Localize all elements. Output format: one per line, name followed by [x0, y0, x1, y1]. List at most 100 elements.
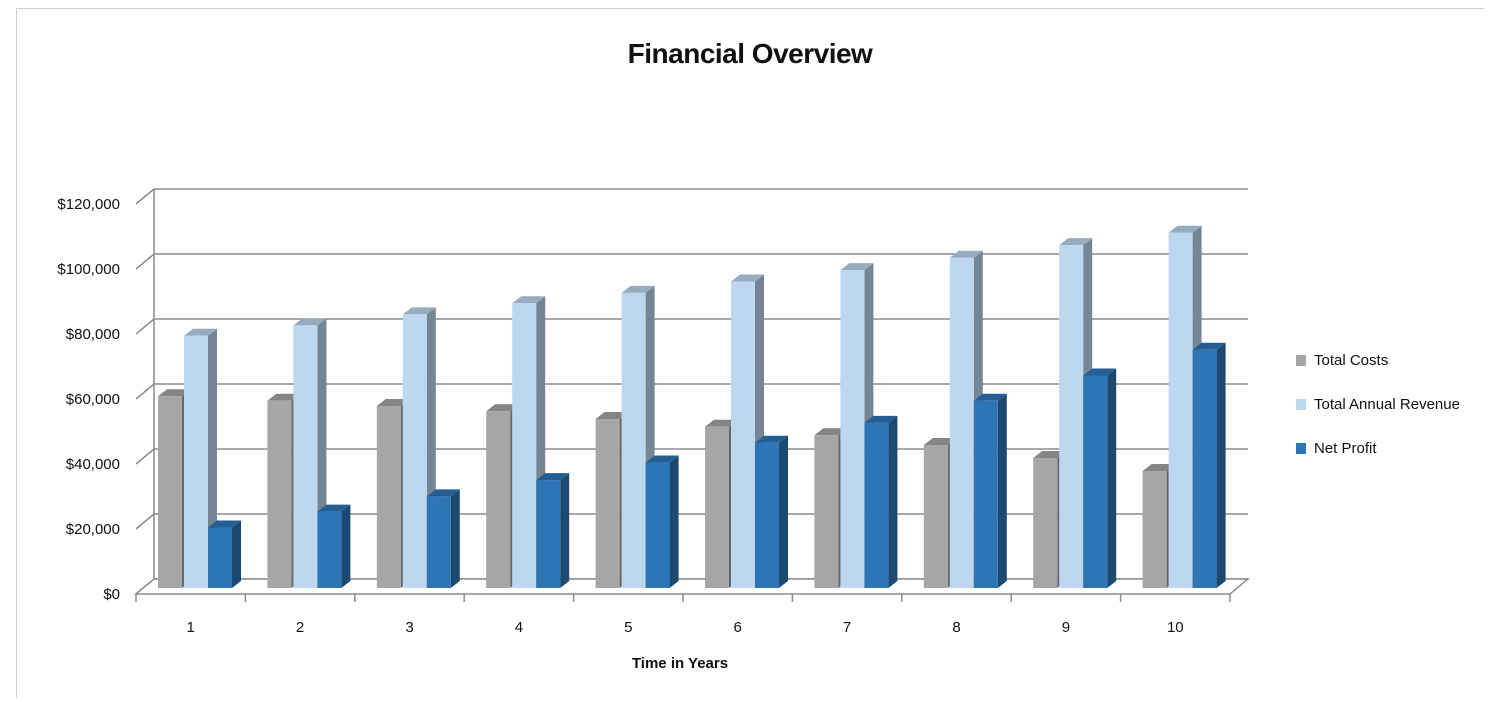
- gridline-depth: [135, 318, 155, 335]
- bar-top: [267, 393, 301, 401]
- bar-top: [645, 455, 679, 463]
- bars: [158, 225, 1226, 589]
- bar-top: [840, 263, 874, 271]
- bar-front: [1192, 349, 1217, 588]
- bar: [973, 393, 1007, 588]
- bar-front: [158, 396, 182, 588]
- bar: [293, 318, 327, 588]
- gridline-depth: [135, 448, 155, 465]
- bar-front: [1059, 245, 1084, 588]
- bar-top: [864, 415, 898, 423]
- y-tick-label: $120,000: [57, 196, 120, 213]
- bar-front: [536, 480, 561, 588]
- bar-top: [621, 285, 655, 293]
- bar-front: [1033, 458, 1058, 588]
- bar-top: [1192, 342, 1226, 350]
- legend-item: Net Profit: [1296, 426, 1460, 470]
- bar-front: [293, 325, 318, 588]
- y-tick-label: $80,000: [66, 326, 120, 343]
- bar: [208, 520, 241, 588]
- bar-front: [402, 314, 427, 588]
- bar-top: [1083, 368, 1117, 376]
- bar-front: [184, 335, 208, 588]
- x-tick-label: 9: [1062, 619, 1070, 636]
- bar: [536, 473, 570, 588]
- bar: [317, 504, 351, 588]
- gridline-depth: [135, 383, 155, 400]
- x-tick-label: 5: [624, 619, 632, 636]
- chart-frame: [16, 8, 1484, 698]
- legend: Total Costs Total Annual Revenue Net Profi…: [1296, 338, 1460, 470]
- bar: [755, 435, 788, 588]
- legend-item: Total Costs: [1296, 338, 1460, 382]
- bar-top: [512, 296, 546, 304]
- bar-front: [1168, 232, 1193, 588]
- bar-front: [426, 496, 451, 588]
- bar-top: [923, 438, 957, 445]
- bar-top: [973, 393, 1007, 401]
- bar-side: [779, 435, 788, 588]
- bar-front: [317, 511, 342, 588]
- x-tick-label: 2: [296, 619, 304, 636]
- gridline-depth: [135, 513, 155, 530]
- bar-side: [232, 520, 241, 588]
- y-tick-label: $0: [103, 586, 120, 603]
- bar-side: [1107, 368, 1117, 588]
- x-tick-label: 10: [1167, 619, 1184, 636]
- bar-top: [705, 419, 738, 427]
- legend-item: Total Annual Revenue: [1296, 382, 1460, 426]
- bar-front: [376, 406, 401, 588]
- bar-front: [705, 426, 729, 588]
- bar-side: [888, 415, 898, 588]
- x-tick-label: 3: [405, 619, 413, 636]
- bar: [1083, 368, 1117, 588]
- y-tick-label: $40,000: [66, 456, 120, 473]
- bar-top: [1168, 225, 1202, 233]
- bar-top: [731, 274, 764, 282]
- legend-label: Net Profit: [1314, 439, 1377, 457]
- x-tick-label: 4: [515, 619, 523, 636]
- bar: [645, 455, 679, 588]
- bar-front: [840, 270, 865, 588]
- bar-front: [973, 400, 998, 588]
- bar-top: [949, 250, 983, 258]
- x-tick-label: 6: [734, 619, 742, 636]
- bar-top: [755, 435, 788, 443]
- bar-top: [1059, 238, 1093, 246]
- bar-top: [158, 389, 191, 397]
- bar-front: [814, 435, 839, 588]
- x-tick-label: 1: [187, 619, 195, 636]
- legend-swatch: [1296, 354, 1306, 366]
- bar: [426, 489, 460, 588]
- y-tick-label: $100,000: [57, 261, 120, 278]
- bar-top: [402, 307, 436, 315]
- bar-front: [1142, 471, 1167, 588]
- bar: [864, 415, 898, 588]
- bar-top: [293, 318, 327, 326]
- bar-side: [560, 473, 570, 588]
- bar-front: [486, 411, 511, 588]
- y-tick-label: $20,000: [66, 521, 120, 538]
- bar-top: [208, 520, 241, 528]
- x-tick-label: 7: [843, 619, 851, 636]
- bar-front: [645, 462, 670, 588]
- bar-front: [267, 400, 292, 588]
- bar: [184, 328, 217, 588]
- x-axis-title: Time in Years: [632, 655, 728, 672]
- bar-top: [536, 473, 570, 481]
- y-axis-ticks: $0 $20,000 $40,000 $60,000 $80,000 $100,000 $1…: [57, 196, 120, 603]
- y-tick-label: $60,000: [66, 391, 120, 408]
- bar-top: [1142, 464, 1176, 471]
- bar-front: [1083, 375, 1108, 588]
- x-tick-label: 8: [952, 619, 960, 636]
- bar-front: [512, 303, 537, 588]
- bar-front: [208, 527, 232, 588]
- legend-label: Total Annual Revenue: [1314, 395, 1460, 413]
- x-axis-ticks: 1 2 3 4 5 6 7 8 9 10: [135, 594, 1231, 636]
- bar-side: [450, 489, 460, 588]
- legend-swatch: [1296, 398, 1306, 410]
- legend-swatch: [1296, 442, 1306, 454]
- bar: [1192, 342, 1226, 588]
- bar-top: [595, 412, 629, 419]
